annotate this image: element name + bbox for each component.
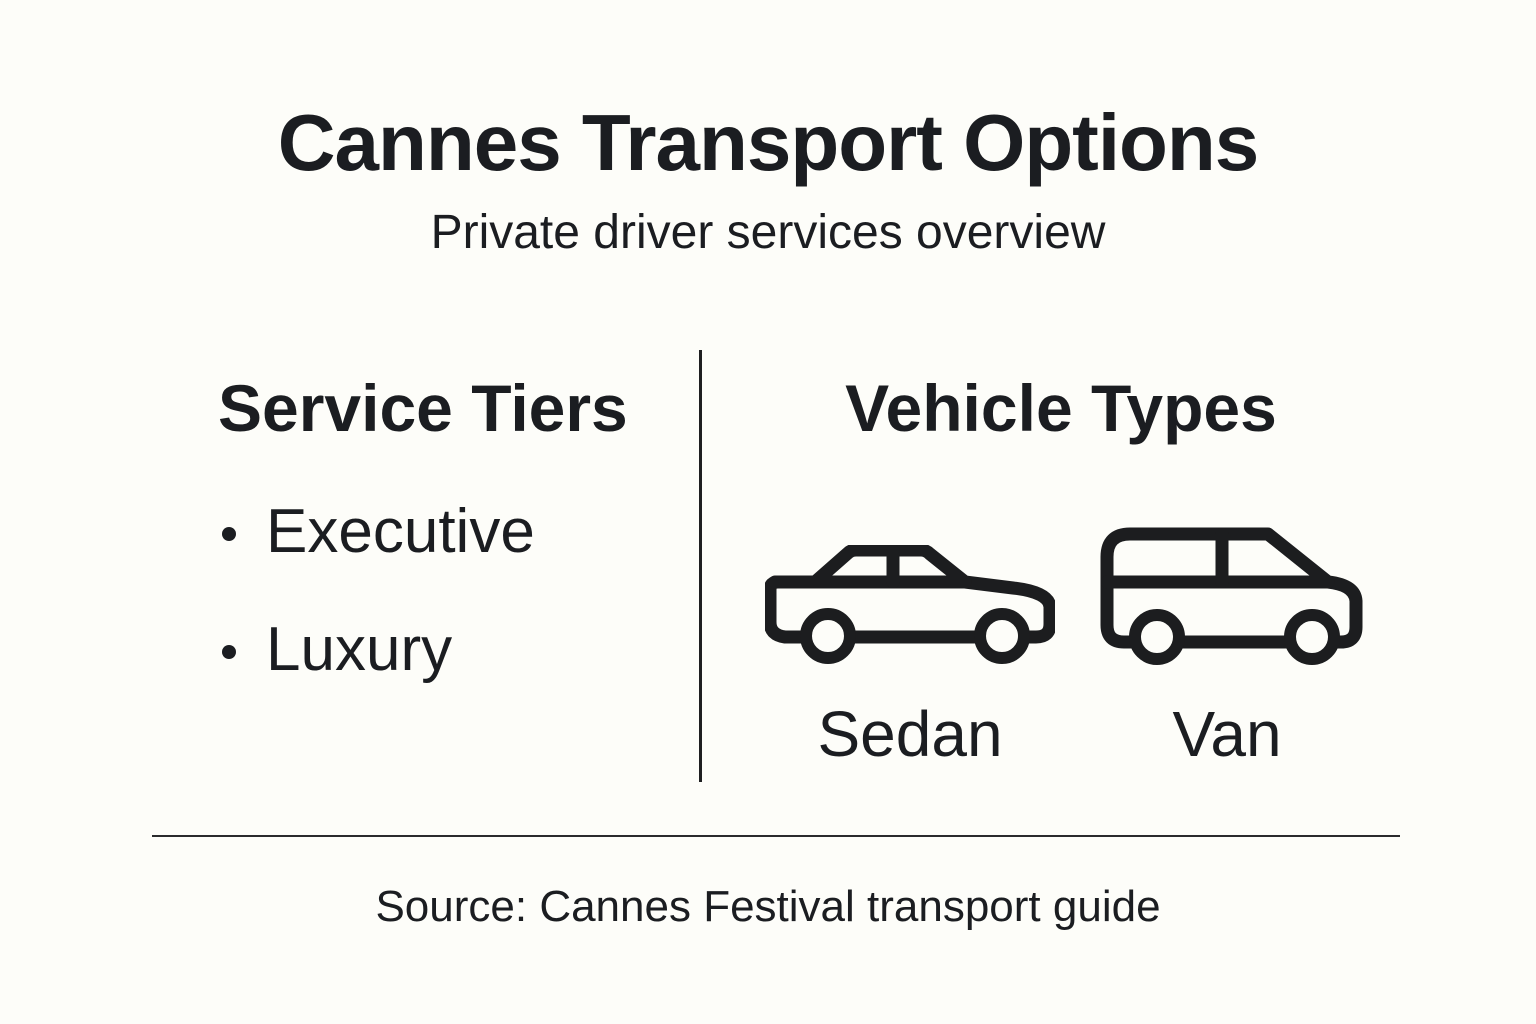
vehicle-types-heading: Vehicle Types	[845, 371, 1277, 445]
list-item: Luxury	[218, 619, 452, 681]
van-icon	[1100, 527, 1363, 665]
page-subtitle: Private driver services overview	[430, 206, 1106, 259]
footer-divider	[152, 835, 1400, 837]
service-tier-label: Luxury	[266, 615, 453, 684]
page-title: Cannes Transport Options	[277, 98, 1260, 187]
sedan-label: Sedan	[817, 698, 1003, 770]
van-label: Van	[1172, 698, 1282, 770]
service-tiers-heading: Service Tiers	[218, 371, 628, 445]
list-item: Executive	[218, 501, 535, 563]
column-divider	[699, 350, 702, 782]
sedan-icon	[765, 545, 1055, 664]
bullet-icon	[222, 645, 236, 659]
source-note: Source: Cannes Festival transport guide	[375, 882, 1161, 931]
bullet-icon	[222, 527, 236, 541]
service-tier-label: Executive	[266, 497, 535, 566]
